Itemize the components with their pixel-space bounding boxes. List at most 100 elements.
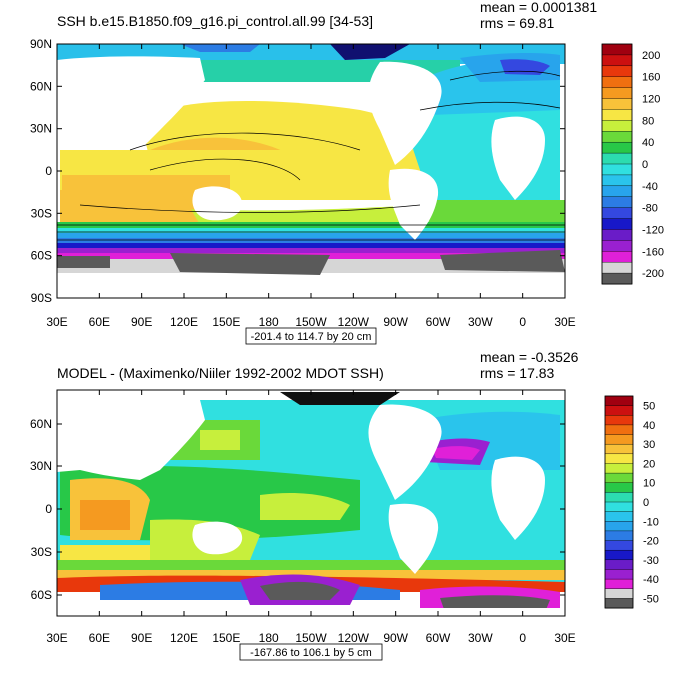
panel-bottom-range-box: -167.86 to 106.1 by 5 cm — [239, 643, 383, 661]
y-tick-label: 60S — [31, 249, 52, 263]
colorbar-label: 40 — [643, 420, 655, 432]
x-tick-label: 150W — [295, 631, 327, 645]
x-tick-label: 30W — [468, 315, 493, 329]
panel-bottom-title: MODEL - (Maximenko/Niiler 1992-2002 MDOT… — [57, 365, 384, 381]
colorbar-label: -200 — [642, 268, 664, 280]
x-tick-label: 30E — [46, 315, 67, 329]
x-tick-label: 30E — [554, 631, 575, 645]
colorbar-swatch — [604, 521, 634, 532]
x-tick-label: 180 — [259, 631, 279, 645]
y-tick-label: 90S — [31, 291, 52, 305]
x-tick-label: 120W — [338, 631, 370, 645]
colorbar-swatch — [601, 54, 633, 67]
panel-top-colorbar: 200 160 120 80 40 0 -40 -80 -120 -160 -200 — [601, 43, 664, 285]
colorbar-label: 200 — [642, 50, 660, 62]
panel-top-range-box: -201.4 to 114.7 by 20 cm — [245, 327, 377, 345]
y-tick-label: 0 — [45, 164, 52, 178]
panel-top-range-label: -201.4 to 114.7 by 20 cm — [251, 331, 372, 343]
colorbar-swatch — [601, 261, 633, 274]
colorbar-swatch — [601, 87, 633, 100]
colorbar-label: -80 — [642, 203, 658, 215]
colorbar-swatch — [604, 501, 634, 513]
colorbar-swatch — [604, 434, 634, 445]
colorbar-label: -30 — [643, 555, 659, 567]
panel-top-title: SSH b.e15.B1850.f09_g16.pi_control.all.9… — [57, 13, 373, 29]
colorbar-label: 80 — [642, 115, 654, 127]
x-tick-label: 120W — [338, 315, 370, 329]
colorbar-swatch — [604, 472, 634, 484]
panel-top-rms: rms = 69.81 — [480, 15, 555, 31]
x-tick-label: 150E — [212, 631, 240, 645]
x-tick-label: 120E — [170, 631, 198, 645]
x-tick-label: 0 — [519, 631, 526, 645]
y-tick-label: 30S — [31, 545, 52, 559]
y-tick-label: 0 — [45, 502, 52, 516]
colorbar-swatch — [601, 174, 633, 187]
x-tick-label: 150E — [212, 315, 240, 329]
colorbar-label: 30 — [643, 439, 655, 451]
colorbar-swatch — [604, 569, 634, 580]
x-tick-label: 30W — [468, 631, 493, 645]
x-tick-label: 0 — [519, 315, 526, 329]
x-tick-label: 60E — [89, 631, 110, 645]
colorbar-label: 120 — [642, 94, 660, 106]
colorbar-label: 0 — [643, 497, 649, 509]
colorbar-swatch — [604, 492, 634, 503]
x-tick-label: 60W — [426, 631, 451, 645]
x-tick-label: 180 — [259, 315, 279, 329]
colorbar-label: -160 — [642, 246, 664, 258]
x-tick-label: 90W — [383, 315, 408, 329]
panel-bottom: MODEL - (Maximenko/Niiler 1992-2002 MDOT… — [30, 349, 659, 661]
x-tick-label: 150W — [295, 315, 327, 329]
y-tick-label: 30S — [31, 206, 52, 220]
colorbar-swatch — [601, 218, 633, 230]
x-tick-label: 90E — [131, 315, 152, 329]
colorbar-swatch — [601, 109, 633, 121]
colorbar-label: -40 — [643, 574, 659, 586]
colorbar-label: 0 — [642, 159, 648, 171]
panel-top-y-axis: 90N 60N 30N 0 30S 60S 90S — [30, 37, 565, 305]
colorbar-swatch — [601, 120, 633, 132]
panel-top: SSH b.e15.B1850.f09_g16.pi_control.all.9… — [30, 0, 664, 345]
colorbar-swatch — [601, 240, 633, 252]
colorbar-swatch — [601, 207, 633, 220]
panel-bottom-colorbar: 50 40 30 20 10 0 -10 -20 -30 -40 -50 — [604, 395, 659, 609]
colorbar-swatch — [601, 185, 633, 198]
colorbar-swatch — [604, 395, 634, 407]
x-tick-label: 120E — [170, 315, 198, 329]
colorbar-swatch — [601, 196, 633, 209]
colorbar-swatch — [601, 65, 633, 78]
colorbar-swatch — [601, 251, 633, 263]
colorbar-swatch — [604, 578, 634, 590]
y-tick-label: 90N — [30, 37, 52, 51]
colorbar-label: -50 — [643, 593, 659, 605]
colorbar-swatch — [601, 98, 633, 110]
colorbar-frame — [604, 395, 634, 609]
panel-bottom-rms: rms = 17.83 — [480, 365, 555, 381]
x-tick-label: 30E — [554, 315, 575, 329]
colorbar-label: 50 — [643, 401, 655, 413]
y-tick-label: 30N — [30, 459, 52, 473]
y-tick-label: 60N — [30, 79, 52, 93]
x-tick-label: 60E — [89, 315, 110, 329]
colorbar-swatch — [601, 43, 633, 56]
colorbar-swatch — [601, 163, 633, 176]
x-tick-label: 90W — [383, 631, 408, 645]
colorbar-swatch — [604, 598, 634, 609]
colorbar-swatch — [601, 76, 633, 89]
panel-top-map — [57, 44, 565, 298]
y-tick-label: 60N — [30, 417, 52, 431]
x-tick-label: 60W — [426, 315, 451, 329]
colorbar-label: -120 — [642, 224, 664, 236]
x-tick-label: 30E — [46, 631, 67, 645]
colorbar-swatch — [604, 482, 634, 493]
colorbar-frame — [601, 43, 633, 285]
colorbar-swatch — [601, 272, 633, 285]
colorbar-swatch — [604, 443, 634, 455]
colorbar-swatch — [604, 530, 634, 542]
panel-bottom-x-axis: 30E 60E 90E 120E 150E 180 150W 120W 90W 60W 30W 0 30… — [46, 390, 576, 645]
colorbar-label: 40 — [642, 137, 654, 149]
colorbar-label: 20 — [643, 458, 655, 470]
panel-bottom-map — [57, 390, 565, 616]
